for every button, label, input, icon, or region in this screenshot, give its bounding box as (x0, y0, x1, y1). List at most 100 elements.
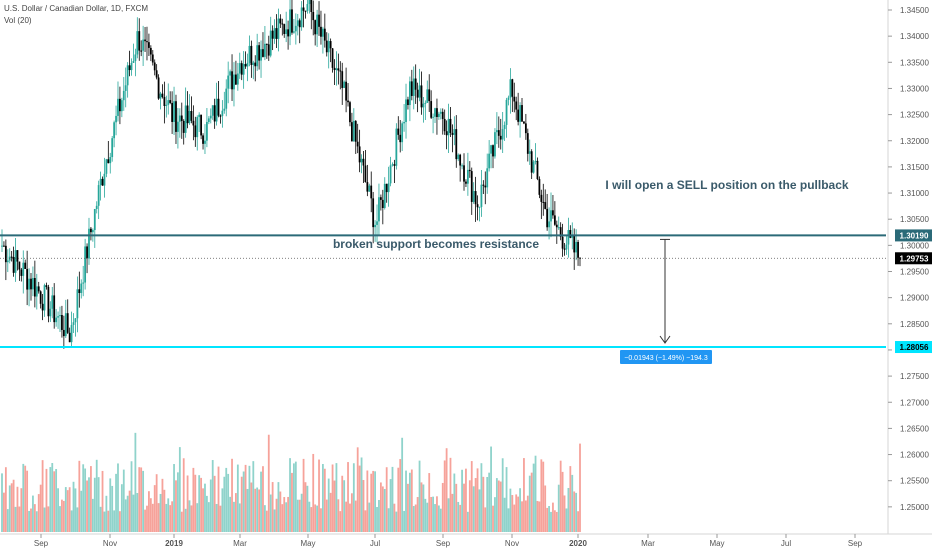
volume-bar (146, 505, 148, 532)
volume-bar (72, 481, 75, 532)
candle-body (403, 122, 405, 124)
candle-body (320, 26, 322, 37)
volume-bar (173, 464, 175, 532)
volume-bar (190, 505, 193, 532)
candle-body (207, 118, 210, 122)
volume-bar (555, 511, 558, 532)
candle-body (277, 18, 280, 39)
volume-bar (231, 458, 233, 532)
candle-body (184, 105, 187, 133)
candle-body (233, 74, 235, 90)
volume-bar (82, 464, 85, 532)
volume-bar (271, 482, 274, 532)
volume-bar (544, 485, 547, 532)
candle-body (269, 30, 272, 56)
sell-note: I will open a SELL position on the pullb… (605, 178, 848, 192)
volume-bar (437, 505, 440, 532)
volume-bar (111, 485, 114, 532)
candle-body (146, 41, 148, 43)
x-tick-label: 2020 (569, 539, 587, 548)
volume-bar (513, 504, 516, 532)
volume-bar (374, 471, 376, 532)
volume-bar (327, 478, 330, 532)
candle-body (488, 153, 491, 169)
candle-body (432, 116, 434, 118)
candle-body (53, 295, 56, 323)
candle-body (542, 201, 545, 203)
volume-bar (503, 497, 506, 532)
candle-body (55, 317, 58, 323)
x-tick-label: Nov (103, 539, 117, 548)
volume-bar (335, 463, 338, 532)
candle-body (20, 269, 23, 276)
volume-bar (443, 460, 446, 532)
volume-bar (101, 470, 104, 532)
volume-bar (314, 504, 317, 532)
candle-body (221, 110, 224, 116)
candle-body (563, 248, 566, 250)
volume-bar (88, 477, 90, 532)
candle-body (200, 114, 203, 136)
volume-bar (548, 506, 550, 532)
candle-body (387, 183, 390, 193)
volume-bar (360, 457, 363, 532)
candle-body (148, 42, 150, 48)
candle-body (153, 62, 156, 71)
volume-bar (372, 470, 375, 532)
candle-body (47, 286, 50, 317)
volume-bar (246, 488, 249, 532)
volume-bar (140, 467, 143, 532)
volume-bar (553, 510, 556, 532)
volume-bar (202, 488, 204, 532)
y-tick-label: 1.30500 (900, 215, 929, 224)
volume-bar (349, 503, 351, 532)
volume-bar (557, 484, 560, 532)
volume-bar (244, 464, 247, 532)
candle-body (80, 283, 83, 294)
volume-bar (78, 460, 81, 532)
candle-body (294, 25, 297, 32)
candle-body (569, 230, 572, 238)
volume-bar (283, 497, 286, 532)
candle-body (339, 70, 342, 72)
volume-bar (177, 472, 179, 532)
volume-bar (449, 457, 452, 532)
volume-bar (289, 458, 291, 532)
volume-bar (499, 481, 502, 532)
candle-body (281, 23, 284, 25)
volume-bar (523, 458, 525, 532)
candle-body (559, 227, 562, 237)
candle-body (242, 64, 245, 75)
candle-body (372, 198, 375, 228)
candle-body (466, 169, 469, 184)
volume-bar (124, 499, 127, 532)
volume-bar (76, 507, 79, 532)
volume-bar (264, 505, 266, 532)
volume-bar (550, 511, 552, 532)
candle-body (57, 316, 59, 318)
target-price-badge (895, 341, 932, 354)
volume-bar (393, 503, 396, 532)
candle-body (267, 44, 270, 56)
candle-body (217, 98, 220, 116)
candle-body (26, 268, 29, 290)
volume-bar (148, 491, 150, 532)
x-tick-label: Sep (34, 539, 49, 548)
volume-bar (207, 502, 210, 532)
candle-body (171, 102, 174, 122)
candle-body (532, 161, 535, 173)
candle-body (530, 151, 533, 173)
candle-body (501, 129, 504, 140)
volume-bar (389, 479, 392, 532)
volume-bar (337, 499, 340, 532)
measure-arrow-head (659, 335, 671, 344)
candle-body (213, 105, 216, 122)
volume-bar (64, 487, 67, 532)
volume-bar (258, 489, 261, 532)
candle-body (410, 81, 413, 96)
volume-bar (455, 483, 458, 532)
volume-bar (505, 467, 508, 532)
candle-body (381, 199, 384, 208)
